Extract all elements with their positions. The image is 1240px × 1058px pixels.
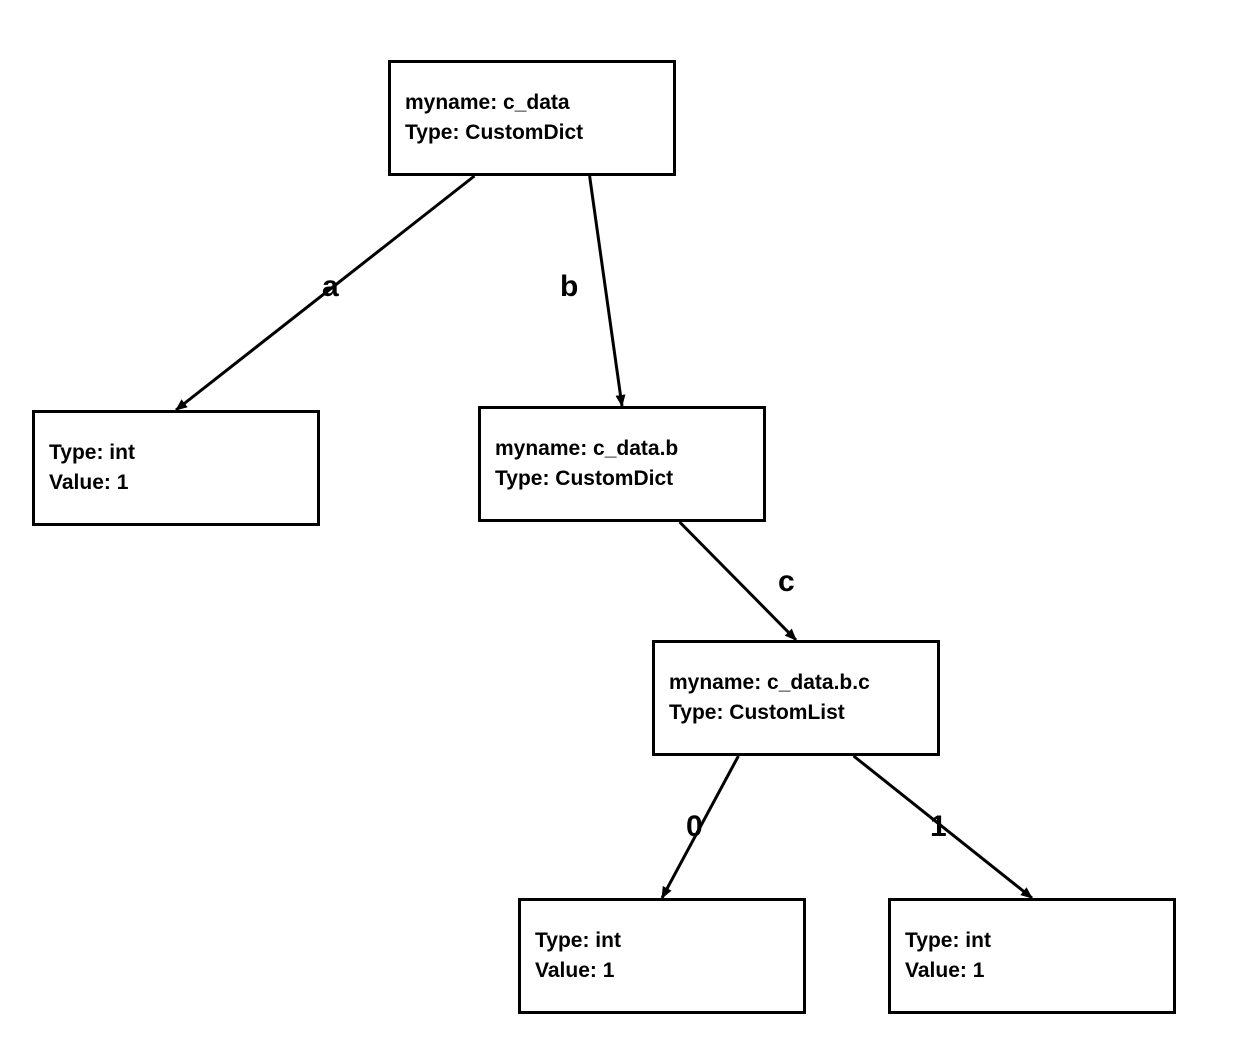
node-line: Type: CustomList: [669, 698, 923, 728]
node-root: myname: c_data Type: CustomDict: [388, 60, 676, 176]
node-line: Type: int: [905, 926, 1159, 956]
node-line: Value: 1: [49, 468, 303, 498]
edge-label-b: b: [560, 270, 578, 304]
node-line: Value: 1: [905, 956, 1159, 986]
edge-label-a: a: [322, 270, 339, 304]
node-line: Value: 1: [535, 956, 789, 986]
edge-label-c: c: [778, 565, 795, 599]
node-leaf-1: Type: int Value: 1: [888, 898, 1176, 1014]
node-a-leaf: Type: int Value: 1: [32, 410, 320, 526]
node-c: myname: c_data.b.c Type: CustomList: [652, 640, 940, 756]
node-line: myname: c_data.b: [495, 434, 749, 464]
node-line: Type: int: [49, 438, 303, 468]
node-leaf-0: Type: int Value: 1: [518, 898, 806, 1014]
node-line: myname: c_data.b.c: [669, 668, 923, 698]
node-line: Type: CustomDict: [495, 464, 749, 494]
diagram-canvas: myname: c_data Type: CustomDict Type: in…: [0, 0, 1240, 1058]
node-line: Type: CustomDict: [405, 118, 659, 148]
node-line: Type: int: [535, 926, 789, 956]
node-line: myname: c_data: [405, 88, 659, 118]
edge-label-1: 1: [930, 810, 947, 844]
edge-label-0: 0: [686, 810, 703, 844]
node-b: myname: c_data.b Type: CustomDict: [478, 406, 766, 522]
